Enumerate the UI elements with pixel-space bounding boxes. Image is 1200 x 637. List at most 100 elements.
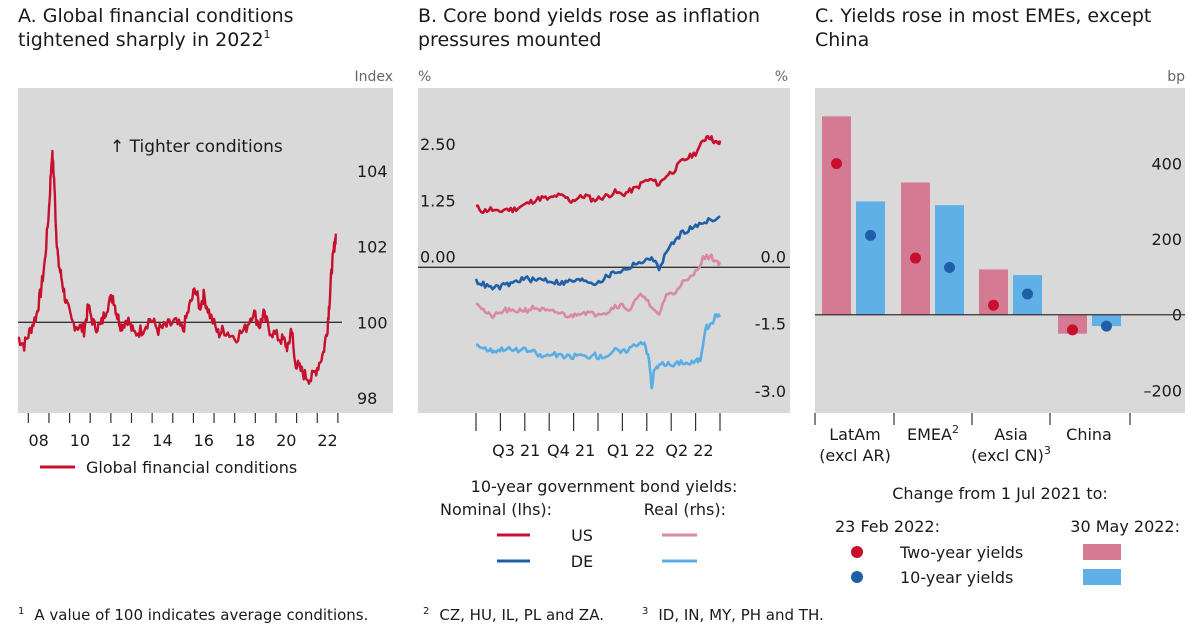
footnote-3-mark: 3: [642, 606, 648, 617]
panel-c-category-sublabel: (excl CN)3: [971, 444, 1051, 465]
panel-b-xtick-label: Q3 21: [492, 441, 540, 460]
legend-label-de: DE: [571, 552, 593, 571]
legend-label-two-year: Two-year yields: [899, 543, 1023, 562]
panel-b-right-tick-label: -1.5: [755, 315, 786, 334]
footnote-2-text: CZ, HU, IL, PL and ZA.: [439, 606, 604, 624]
series-us-real: [475, 253, 722, 320]
svg-text:tightened sharply in 20221: tightened sharply in 20221: [18, 28, 271, 51]
bar-two-year-may: [1058, 314, 1087, 334]
dot-ten-year-feb: [1022, 288, 1033, 300]
panel-c: C. Yields rose in most EMEs, except Chin…: [814, 5, 1185, 587]
footnote-1-mark: 1: [18, 606, 24, 617]
dot-two-year-feb: [831, 158, 842, 170]
series-us-nominal: [475, 134, 722, 214]
svg-text:2CZ, HU, IL, PL and ZA.: 2 CZ, HU, IL, PL and ZA.: [423, 606, 604, 624]
panel-b-xtick-label: Q4 21: [547, 441, 595, 460]
panel-c-category-label: EMEA2: [907, 423, 959, 444]
panel-a-xtick-label: 16: [194, 431, 214, 450]
panel-a-ytick-label: 98: [357, 389, 377, 408]
panel-c-ytick-label: 400: [1151, 155, 1182, 174]
dot-ten-year-feb: [865, 229, 876, 241]
panel-b-left-unit: %: [418, 69, 431, 85]
legend-dot-ten-year: [851, 571, 863, 583]
panel-b-xtick-label: Q2 22: [665, 441, 713, 460]
dot-ten-year-feb: [1101, 320, 1112, 332]
dot-two-year-feb: [988, 299, 999, 311]
panel-a-xtick-label: 14: [152, 431, 172, 450]
svg-text:3ID, IN, MY, PH and TH.: 3 ID, IN, MY, PH and TH.: [642, 606, 824, 624]
panel-a-title-footnote-mark: 1: [264, 28, 271, 41]
bar-two-year-may: [822, 116, 851, 315]
legend-bar-two-year: [1083, 544, 1121, 560]
footnote-1-text: A value of 100 indicates average conditi…: [34, 606, 368, 624]
panel-a-legend-label: Global financial conditions: [86, 458, 297, 477]
legend-label-ten-year: 10-year yields: [900, 568, 1013, 587]
panel-b-right-tick-label: 0.0: [761, 247, 786, 266]
panel-a-ytick-label: 102: [357, 238, 388, 257]
legend-label-us: US: [571, 526, 593, 545]
panel-a: A. Global financial conditions tightened…: [17, 5, 393, 477]
footnote-2-mark: 2: [423, 606, 429, 617]
panel-a-xtick-label: 10: [70, 431, 90, 450]
bar-ten-year-may: [856, 201, 885, 315]
panel-c-legend-may-header: 30 May 2022:: [1070, 517, 1180, 536]
dot-ten-year-feb: [944, 262, 955, 274]
panel-c-ytick-label: –200: [1143, 381, 1182, 400]
panel-b-left-tick-label: 2.50: [420, 135, 456, 154]
svg-text:1A value of 100 indicates aver: 1 A value of 100 indicates average condit…: [18, 606, 368, 624]
panel-a-ytick-label: 104: [357, 162, 388, 181]
panel-b-plot-area: [418, 88, 790, 413]
panel-c-category-name: Asia: [994, 425, 1028, 444]
panel-c-category-name: China: [1066, 425, 1112, 444]
panel-c-title-line2: China: [815, 29, 869, 51]
series-global-financial-conditions: [17, 149, 337, 385]
panel-c-category-name: LatAm: [829, 425, 881, 444]
series-de-real: [476, 313, 722, 390]
panel-b-right-tick-label: -3.0: [755, 382, 786, 401]
bar-ten-year-may: [1092, 314, 1121, 327]
panel-b-xtick-label: Q1 22: [607, 441, 655, 460]
panel-c-category-label: China: [1066, 425, 1112, 444]
panel-b-title-line2: pressures mounted: [418, 29, 601, 51]
panel-a-title-line1: A. Global financial conditions: [18, 5, 294, 27]
panel-b-legend-real-header: Real (rhs):: [644, 500, 726, 519]
panel-a-ytick-label: 100: [357, 313, 388, 332]
panel-c-legend-title: Change from 1 Jul 2021 to:: [892, 484, 1108, 503]
bar-two-year-may: [901, 182, 930, 315]
footnote-3-text: ID, IN, MY, PH and TH.: [658, 606, 823, 624]
legend-bar-ten-year: [1083, 569, 1121, 585]
panel-a-xtick-label: 12: [111, 431, 131, 450]
panel-a-xtick-label: 18: [235, 431, 255, 450]
panel-c-ytick-label: 200: [1151, 230, 1182, 249]
panel-a-xtick-label: 08: [28, 431, 48, 450]
dot-two-year-feb: [1067, 324, 1078, 336]
panel-b-right-unit: %: [775, 69, 788, 85]
panel-c-category-subname: (excl AR): [819, 446, 891, 465]
dot-two-year-feb: [910, 252, 921, 264]
panel-c-category-footnote-mark: 3: [1044, 444, 1051, 457]
panel-c-legend-feb-header: 23 Feb 2022:: [835, 517, 940, 536]
panel-b-legend-nominal-header: Nominal (lhs):: [440, 500, 552, 519]
panel-c-category-label: LatAm: [829, 425, 881, 444]
panel-c-title-line1: C. Yields rose in most EMEs, except: [815, 5, 1151, 27]
panel-b: B. Core bond yields rose as inflation pr…: [418, 5, 790, 571]
panel-b-left-tick-label: 0.00: [420, 247, 456, 266]
panel-b-legend-title: 10-year government bond yields:: [471, 477, 738, 496]
panel-a-unit-label: Index: [354, 69, 393, 85]
panel-b-title-line1: B. Core bond yields rose as inflation: [418, 5, 760, 27]
panel-c-category-footnote-mark: 2: [952, 423, 959, 436]
panel-c-category-subname: (excl CN): [971, 446, 1044, 465]
legend-dot-two-year: [851, 546, 863, 558]
panel-a-xtick-label: 20: [276, 431, 296, 450]
panel-c-category-label: Asia: [994, 425, 1028, 444]
panel-c-category-sublabel: (excl AR): [819, 446, 891, 465]
panel-a-title-line2: tightened sharply in 2022: [18, 29, 264, 51]
bar-ten-year-may: [935, 205, 964, 315]
panel-b-left-tick-label: 1.25: [420, 191, 456, 210]
panel-c-category-name: EMEA: [907, 425, 952, 444]
panel-c-unit-label: bp: [1167, 69, 1185, 85]
panel-a-plot-area: [18, 88, 393, 413]
panel-a-annotation: ↑ Tighter conditions: [110, 137, 283, 157]
panel-a-xtick-label: 22: [317, 431, 337, 450]
